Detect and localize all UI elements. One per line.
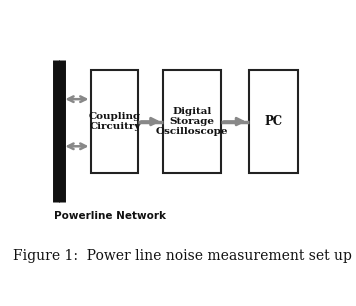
Text: PC: PC [265,115,283,128]
Text: Powerline Network: Powerline Network [54,211,166,221]
Bar [163,70,221,174]
Text: Digital
Storage
Oscilloscope: Digital Storage Oscilloscope [156,107,228,136]
Text: Figure 1:  Power line noise measurement set up: Figure 1: Power line noise measurement s… [13,249,352,263]
Bar [248,70,298,174]
Bar [91,70,138,174]
Text: Coupling
Circuitry: Coupling Circuitry [89,112,141,131]
